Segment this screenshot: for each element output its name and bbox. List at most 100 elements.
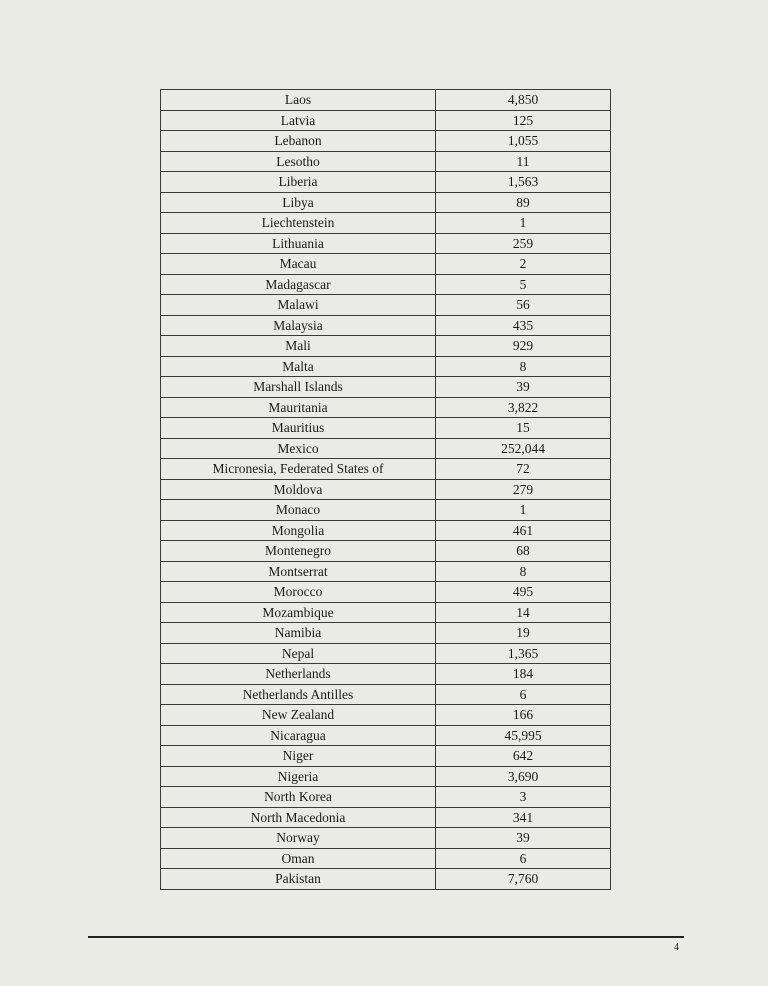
value-cell: 929	[435, 335, 611, 357]
country-count-table: Laos 4,850 Latvia 125 Lebanon 1,055 Lesotho 11 L…	[160, 89, 611, 890]
country-cell: New Zealand	[160, 704, 436, 726]
table-row: Nicaragua 45,995	[160, 724, 611, 746]
table-row: Malawi 56	[160, 294, 611, 316]
value-cell: 15	[435, 417, 611, 439]
value-cell: 184	[435, 663, 611, 685]
country-cell: Macau	[160, 253, 436, 275]
country-cell: Mexico	[160, 437, 436, 459]
value-cell: 495	[435, 581, 611, 603]
value-cell: 6	[435, 683, 611, 705]
country-cell: Liechtenstein	[160, 212, 436, 234]
table-row: Liberia 1,563	[160, 171, 611, 193]
value-cell: 8	[435, 355, 611, 377]
table-row: Montenegro 68	[160, 540, 611, 562]
value-cell: 125	[435, 109, 611, 131]
country-cell: Netherlands	[160, 663, 436, 685]
table-row: Liechtenstein 1	[160, 212, 611, 234]
value-cell: 461	[435, 519, 611, 541]
table-row: Montserrat 8	[160, 560, 611, 582]
table-row: North Macedonia 341	[160, 806, 611, 828]
country-cell: Latvia	[160, 109, 436, 131]
value-cell: 5	[435, 273, 611, 295]
value-cell: 89	[435, 191, 611, 213]
table-row: Moldova 279	[160, 478, 611, 500]
value-cell: 166	[435, 704, 611, 726]
value-cell: 4,850	[435, 89, 611, 111]
value-cell: 14	[435, 601, 611, 623]
table-row: Pakistan 7,760	[160, 868, 611, 890]
table-row: Mongolia 461	[160, 519, 611, 541]
table-row: Monaco 1	[160, 499, 611, 521]
value-cell: 45,995	[435, 724, 611, 746]
value-cell: 56	[435, 294, 611, 316]
table-row: Madagascar 5	[160, 273, 611, 295]
value-cell: 259	[435, 232, 611, 254]
value-cell: 1	[435, 499, 611, 521]
value-cell: 39	[435, 376, 611, 398]
table-row: New Zealand 166	[160, 704, 611, 726]
table-row: Nepal 1,365	[160, 642, 611, 664]
country-cell: Mongolia	[160, 519, 436, 541]
table-row: Malaysia 435	[160, 314, 611, 336]
country-cell: Norway	[160, 827, 436, 849]
country-cell: Lithuania	[160, 232, 436, 254]
country-cell: Mauritania	[160, 396, 436, 418]
country-cell: Malaysia	[160, 314, 436, 336]
country-cell: Micronesia, Federated States of	[160, 458, 436, 480]
country-cell: Oman	[160, 847, 436, 869]
table-row: Nigeria 3,690	[160, 765, 611, 787]
value-cell: 1	[435, 212, 611, 234]
table-row: Mali 929	[160, 335, 611, 357]
table-row: Malta 8	[160, 355, 611, 377]
table-row: Lithuania 259	[160, 232, 611, 254]
value-cell: 72	[435, 458, 611, 480]
country-cell: Malawi	[160, 294, 436, 316]
country-cell: Lebanon	[160, 130, 436, 152]
value-cell: 11	[435, 150, 611, 172]
country-cell: Laos	[160, 89, 436, 111]
value-cell: 279	[435, 478, 611, 500]
table-row: Netherlands 184	[160, 663, 611, 685]
table-row: North Korea 3	[160, 786, 611, 808]
country-cell: Lesotho	[160, 150, 436, 172]
footer-rule	[88, 936, 684, 938]
country-cell: Nicaragua	[160, 724, 436, 746]
value-cell: 19	[435, 622, 611, 644]
table-row: Netherlands Antilles 6	[160, 683, 611, 705]
table-row: Lebanon 1,055	[160, 130, 611, 152]
table-row: Norway 39	[160, 827, 611, 849]
value-cell: 3,690	[435, 765, 611, 787]
table-row: Mauritania 3,822	[160, 396, 611, 418]
table-row: Mexico 252,044	[160, 437, 611, 459]
table-row: Latvia 125	[160, 109, 611, 131]
country-cell: North Korea	[160, 786, 436, 808]
table-row: Lesotho 11	[160, 150, 611, 172]
table-row: Namibia 19	[160, 622, 611, 644]
table-row: Niger 642	[160, 745, 611, 767]
table-row: Mozambique 14	[160, 601, 611, 623]
table-row: Oman 6	[160, 847, 611, 869]
value-cell: 3,822	[435, 396, 611, 418]
country-cell: Mali	[160, 335, 436, 357]
country-cell: Pakistan	[160, 868, 436, 890]
value-cell: 7,760	[435, 868, 611, 890]
country-cell: Morocco	[160, 581, 436, 603]
value-cell: 642	[435, 745, 611, 767]
country-cell: Madagascar	[160, 273, 436, 295]
value-cell: 435	[435, 314, 611, 336]
table-row: Macau 2	[160, 253, 611, 275]
country-cell: Montenegro	[160, 540, 436, 562]
country-cell: Nigeria	[160, 765, 436, 787]
value-cell: 39	[435, 827, 611, 849]
table-row: Mauritius 15	[160, 417, 611, 439]
table-row: Micronesia, Federated States of 72	[160, 458, 611, 480]
country-cell: North Macedonia	[160, 806, 436, 828]
country-cell: Marshall Islands	[160, 376, 436, 398]
country-cell: Netherlands Antilles	[160, 683, 436, 705]
page-number: 4	[674, 942, 679, 953]
value-cell: 3	[435, 786, 611, 808]
country-cell: Nepal	[160, 642, 436, 664]
value-cell: 8	[435, 560, 611, 582]
country-cell: Malta	[160, 355, 436, 377]
country-cell: Namibia	[160, 622, 436, 644]
